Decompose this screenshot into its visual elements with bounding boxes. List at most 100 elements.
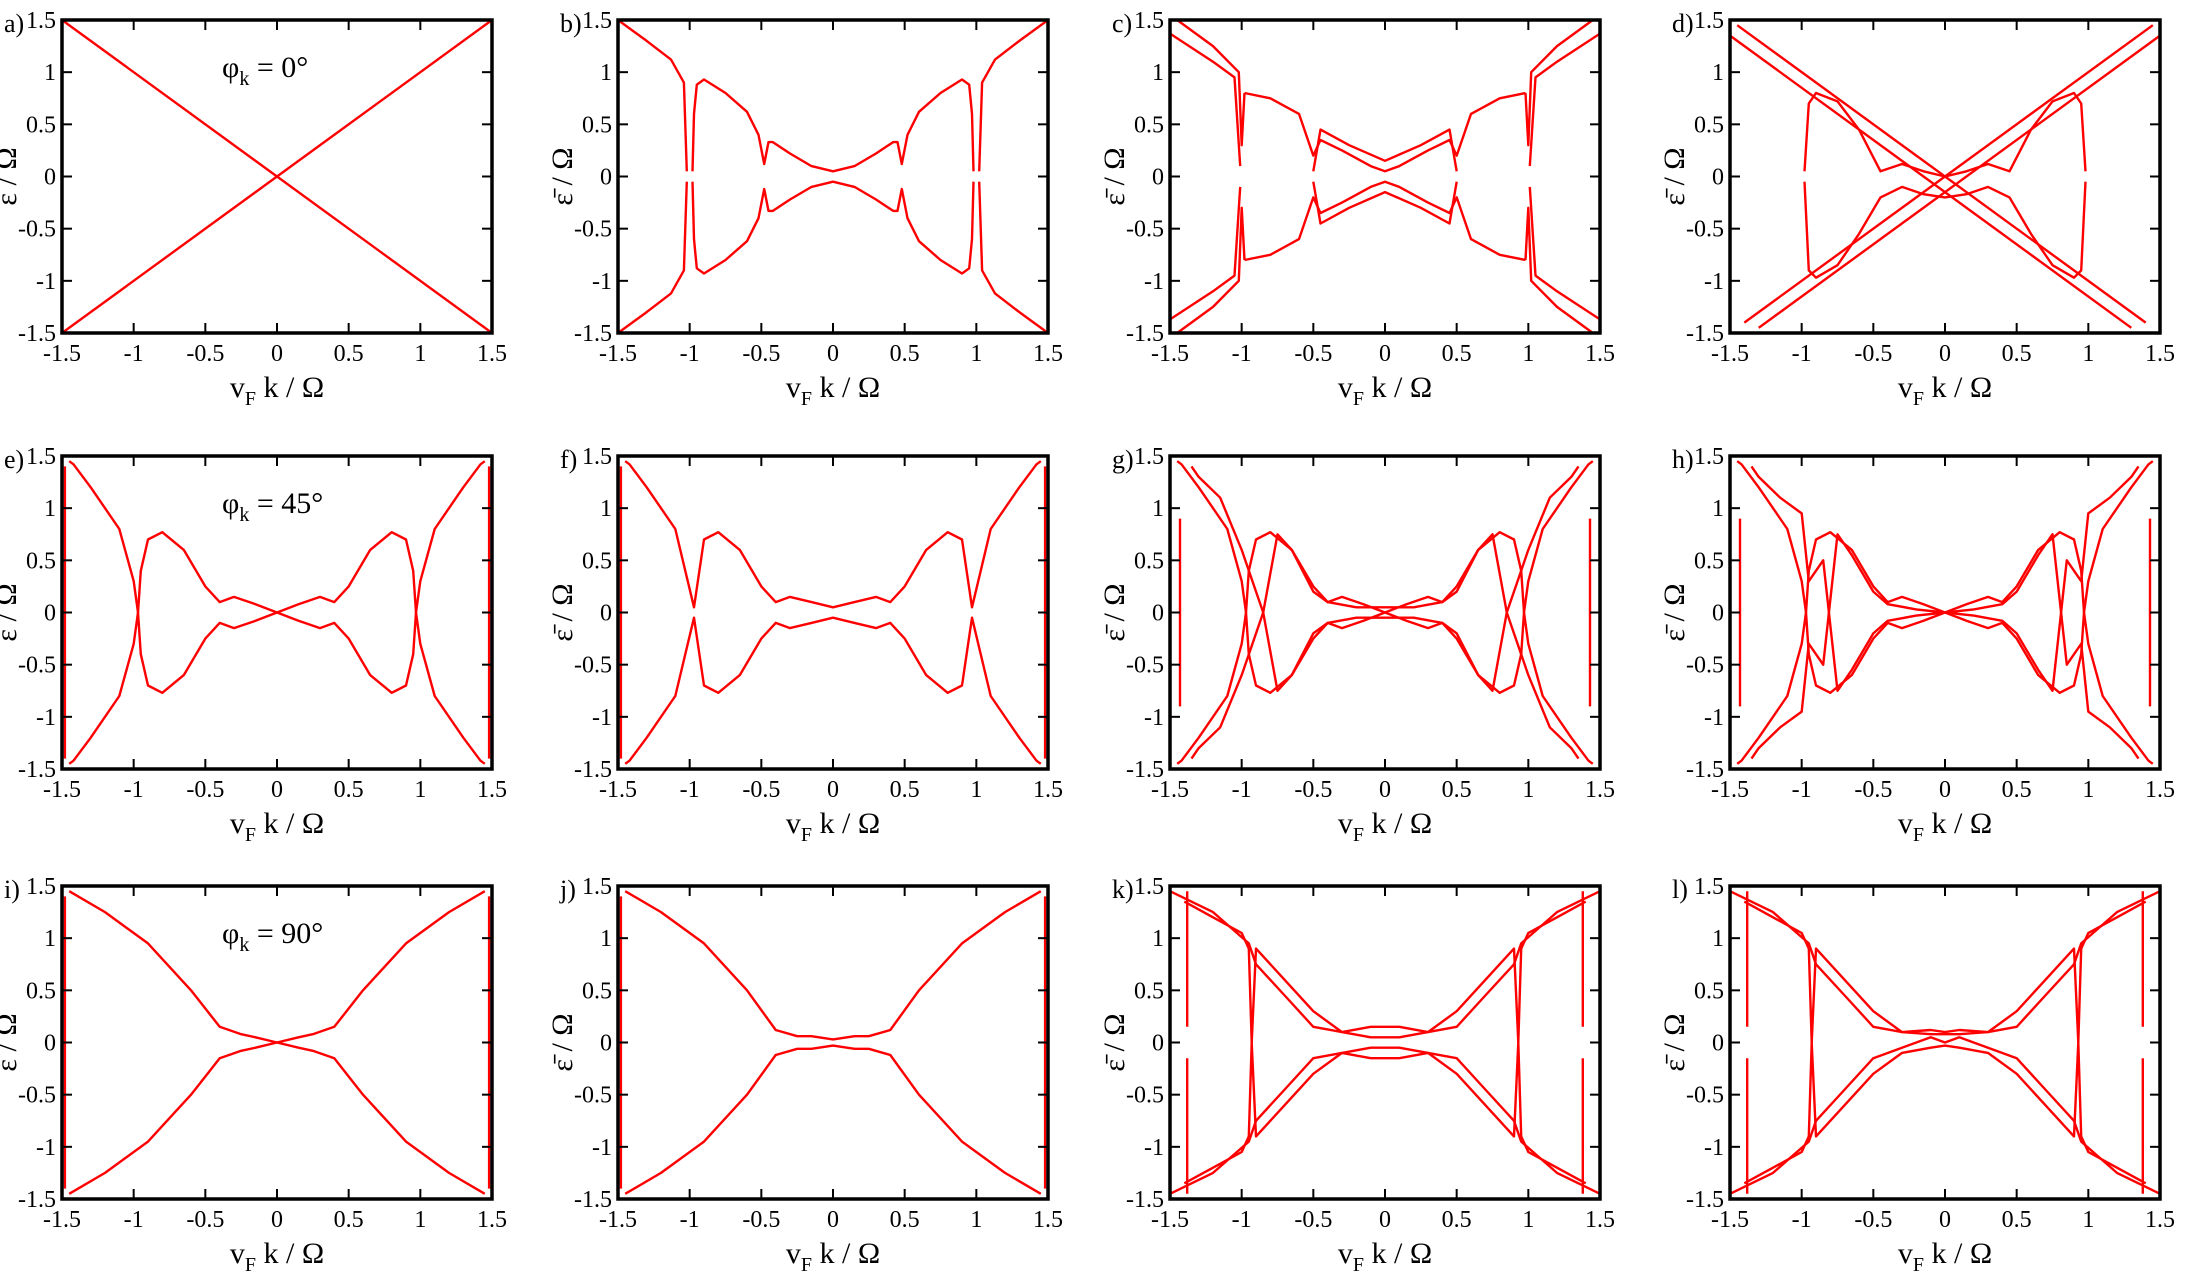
panel-b-ytick-label: 0.5 [582, 112, 612, 138]
panel-a-ytick-label: -1 [36, 269, 56, 295]
panel-b-series-0 [618, 20, 688, 172]
panel-b-ytick-label: -1 [592, 269, 612, 295]
panel-a-ytick-label: 1 [44, 60, 56, 86]
panel-l-xlabel: vF k / Ω [1898, 1237, 1992, 1276]
panel-a-letter: a) [4, 9, 24, 38]
panel-b-ytick-label: 1 [600, 60, 612, 86]
panel-l: -1.5 -1 -0.5 0 0.5 1 1.5 -1.5 -1 -0.5 0 0.5 1 1.5 vF k… [1658, 874, 2175, 1276]
panel-g-ytick-label: 0 [1152, 601, 1164, 627]
panel-k-xtick-label: -0.5 [1294, 1207, 1332, 1233]
panel-l-xtick-label: 0.5 [2002, 1207, 2032, 1233]
panel-l-xtick-label: -1.5 [1711, 1207, 1749, 1233]
panel-d-xtick-label: 0 [1939, 341, 1951, 367]
panel-i-series-1 [68, 890, 486, 1195]
panel-i-xtick-label: 1 [414, 1207, 426, 1233]
panel-i-xtick-label: 1.5 [477, 1207, 507, 1233]
panel-a-annotation: φk = 0° [222, 51, 308, 90]
panel-l-ytick-label: 1.5 [1694, 874, 1724, 900]
panel-k-xlabel: vF k / Ω [1338, 1237, 1432, 1276]
panel-a-ytick-label: 1.5 [26, 8, 56, 34]
panel-h-xtick-label: 0.5 [2002, 777, 2032, 803]
panel-c-ytick-label: -1 [1144, 269, 1164, 295]
panel-c-series-0 [1170, 32, 1242, 167]
panel-f-xtick-label: -1 [680, 777, 700, 803]
panel-b-ytick-label: 0 [600, 165, 612, 191]
panel-a-xtick-label: -1 [124, 341, 144, 367]
panel-k-series-3 [1170, 1051, 1600, 1195]
panel-f-xtick-label: 0 [827, 777, 839, 803]
panel-g-ytick-label: 1.5 [1134, 444, 1164, 470]
panel-h-letter: h) [1672, 445, 1694, 474]
panel-f: -1.5 -1 -0.5 0 0.5 1 1.5 -1.5 -1 -0.5 0 0.5 1 1.5 vF k… [546, 444, 1063, 846]
panel-l-series-0 [1743, 900, 2147, 1044]
panel-l-ytick-label: -0.5 [1686, 1083, 1724, 1109]
panel-k-series-1 [1183, 1041, 1587, 1185]
panel-b-xtick-label: -1 [680, 341, 700, 367]
panel-h-ytick-label: 1 [1712, 496, 1724, 522]
panel-k-ytick-label: -1 [1144, 1135, 1164, 1161]
panel-d-ytick-label: -1 [1704, 269, 1724, 295]
panel-j-xtick-label: 1.5 [1033, 1207, 1063, 1233]
panel-c-ylabel: ε̄ / Ω [1098, 147, 1131, 205]
panel-d-letter: d) [1672, 9, 1694, 38]
panel-c-series-3 [1528, 186, 1600, 321]
panel-j-letter: j) [559, 875, 576, 904]
panel-k-xtick-label: 0.5 [1442, 1207, 1472, 1233]
panel-d-xlabel: vF k / Ω [1898, 371, 1992, 410]
panel-c-series-4 [1176, 20, 1246, 147]
panel-b-ylabel: ε̄ / Ω [546, 147, 579, 205]
panel-i-ytick-label: -1 [36, 1135, 56, 1161]
panel-f-xtick-label: -0.5 [742, 777, 780, 803]
panel-l-xtick-label: 0 [1939, 1207, 1951, 1233]
panel-l-xtick-label: 1.5 [2145, 1207, 2175, 1233]
panel-c-series-7 [1524, 206, 1594, 333]
panel-e-xtick-label: 0.5 [334, 777, 364, 803]
panel-j-series-1 [624, 1044, 1042, 1195]
panel-d-xtick-label: 1 [2082, 341, 2094, 367]
panel-d: -1.5 -1 -0.5 0 0.5 1 1.5 -1.5 -1 -0.5 0 0.5 1 1.5 vF k… [1658, 8, 2175, 410]
panel-d-ytick-label: 1.5 [1694, 8, 1724, 34]
panel-curves-g [1176, 460, 1594, 765]
panel-d-series-1 [1743, 24, 2154, 324]
panel-c-xtick-label: 1 [1522, 341, 1534, 367]
panel-b-xtick-label: 1.5 [1033, 341, 1063, 367]
panel-j-xtick-label: -0.5 [742, 1207, 780, 1233]
panel-c-xlabel: vF k / Ω [1338, 371, 1432, 410]
panel-h-xtick-label: -0.5 [1854, 777, 1892, 803]
panel-c-ytick-label: 0.5 [1134, 112, 1164, 138]
panel-f-frame [616, 454, 1050, 771]
panel-a-xlabel: vF k / Ω [230, 371, 324, 410]
panel-h-xlabel: vF k / Ω [1898, 807, 1992, 846]
panel-l-ytick-label: -1.5 [1686, 1187, 1724, 1213]
panel-e-ytick-label: 0.5 [26, 548, 56, 574]
panel-k-xtick-label: -1 [1232, 1207, 1252, 1233]
panel-l-ytick-label: 0.5 [1694, 978, 1724, 1004]
panel-b-xtick-label: 0 [827, 341, 839, 367]
panel-d-xtick-label: -1.5 [1711, 341, 1749, 367]
panel-b-ytick-label: 1.5 [582, 8, 612, 34]
panel-k-ytick-label: 1 [1152, 926, 1164, 952]
panel-f-xtick-label: 1.5 [1033, 777, 1063, 803]
panel-i: -1.5 -1 -0.5 0 0.5 1 1.5 -1.5 -1 -0.5 0 0.5 1 1.5 vF k… [0, 874, 507, 1276]
panel-c-series-9 [1244, 180, 1526, 262]
panel-j-ytick-label: 1.5 [582, 874, 612, 900]
panel-l-letter: l) [1672, 875, 1688, 904]
panel-d-ylabel: ε̄ / Ω [1658, 147, 1691, 205]
panel-h-ytick-label: -1.5 [1686, 757, 1724, 783]
panel-b-letter: b) [560, 9, 582, 38]
panel-i-xlabel: vF k / Ω [230, 1237, 324, 1276]
panel-e-ytick-label: -0.5 [18, 653, 56, 679]
panel-i-ytick-label: 0 [44, 1031, 56, 1057]
panel-g-xtick-label: 1.5 [1585, 777, 1615, 803]
panel-i-ytick-label: 0.5 [26, 978, 56, 1004]
panel-b-series-3 [978, 181, 1048, 333]
panel-c-xtick-label: 1.5 [1585, 341, 1615, 367]
panel-k-ytick-label: -0.5 [1126, 1083, 1164, 1109]
panel-a-xtick-label: 1.5 [477, 341, 507, 367]
panel-d-series-5 [1803, 181, 2087, 279]
panel-k: -1.5 -1 -0.5 0 0.5 1 1.5 -1.5 -1 -0.5 0 0.5 1 1.5 vF k… [1098, 874, 1615, 1276]
panel-d-ytick-label: -0.5 [1686, 217, 1724, 243]
panel-b-series-4 [691, 78, 975, 173]
panel-curves-b [618, 20, 1048, 333]
panel-curves-c [1170, 20, 1600, 333]
